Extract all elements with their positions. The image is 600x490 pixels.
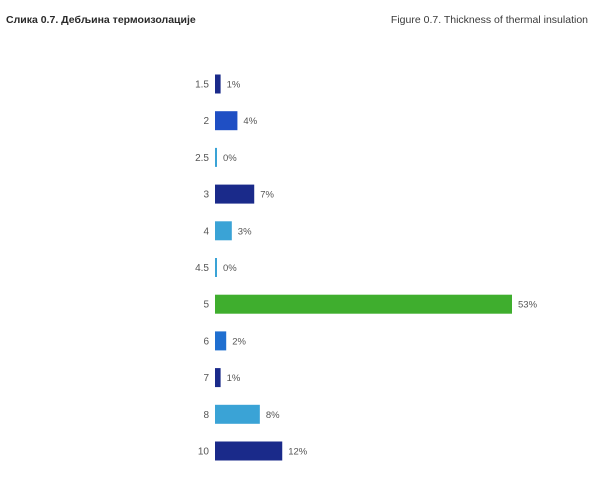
bar [215,147,217,167]
bar [215,74,221,94]
value-label: 3% [238,226,252,237]
bar [215,221,232,241]
category-label: 4 [203,226,209,237]
bar [215,441,283,461]
bar [215,184,255,204]
category-label: 7 [203,373,209,384]
value-label: 7% [260,190,274,201]
chart-title-serbian: Слика 0.7. Дебљина термоизолације [6,14,196,26]
value-label: 12% [288,447,308,458]
category-label: 3 [203,190,209,201]
category-label: 2.5 [195,153,209,164]
category-label: 2 [203,116,209,127]
category-label: 1.5 [195,80,209,91]
value-label: 0% [223,263,237,274]
category-label: 4.5 [195,263,209,274]
category-label: 10 [198,447,210,458]
bar [215,404,260,424]
bar [215,368,221,388]
value-label: 1% [227,373,241,384]
value-label: 1% [227,80,241,91]
category-label: 5 [203,300,209,311]
bar [215,111,238,131]
bar [215,258,217,277]
value-label: 53% [518,300,538,311]
category-label: 6 [203,336,209,347]
bar [215,294,512,314]
value-label: 8% [266,410,280,421]
bar [215,331,227,351]
category-label: 8 [203,410,209,421]
value-label: 0% [223,153,237,164]
value-label: 4% [243,116,257,127]
chart-title-english: Figure 0.7. Thickness of thermal insulat… [390,14,588,26]
value-label: 2% [232,336,246,347]
